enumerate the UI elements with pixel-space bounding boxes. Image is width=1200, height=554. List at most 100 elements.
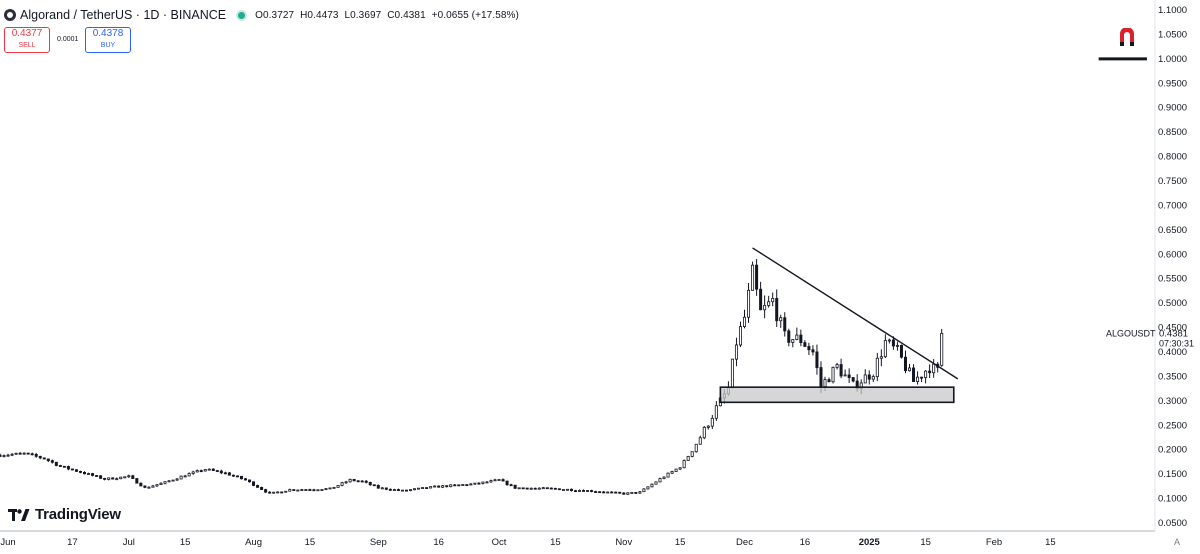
candle [598,491,602,494]
candle [179,475,183,480]
candle [187,472,191,477]
candle-body [119,476,123,480]
candle-body [453,484,457,487]
auto-scale-toggle[interactable]: A [1174,537,1181,547]
candle-body [525,487,529,490]
candle-body [332,486,336,489]
tradingview-logo[interactable]: TradingView [8,506,121,523]
y-tick-label: 0.8000 [1158,152,1187,163]
candle-body [811,349,815,353]
candle-body [839,364,843,377]
candle-body [312,489,316,492]
candle [54,461,58,467]
support-zone-rectangle[interactable] [719,386,955,404]
symbol-title[interactable]: Algorand / TetherUS · 1D · BINANCE [20,8,227,22]
candle [662,476,666,480]
candle [690,451,694,458]
candle-body [847,374,851,378]
candle [799,329,803,347]
candle-body [54,461,58,466]
candle-body [654,481,658,485]
candle-body [891,339,895,347]
candle [565,488,569,491]
candle-body [372,484,376,487]
candle [50,459,54,464]
candle [590,489,594,493]
candle-body [292,489,296,491]
magnet-icon[interactable] [1114,28,1140,52]
sell-button[interactable]: 0.4377 SELL [4,27,50,53]
candle-body [417,487,421,490]
candle [561,489,565,491]
candle-body [408,489,412,492]
descending-trendline[interactable] [752,247,959,380]
candle-body [231,474,235,477]
candle [284,490,288,493]
candle-body [779,317,783,322]
candle-body [87,473,91,475]
candle [384,487,388,491]
candle-body [831,366,835,383]
candle [714,401,718,421]
candle [843,369,847,377]
candle-body [376,484,380,489]
candle [26,452,30,455]
candle [811,345,815,356]
buy-button[interactable]: 0.4378 BUY [85,27,131,53]
candle-body [682,460,686,469]
candle-body [199,470,203,472]
candle [316,489,320,492]
candle [413,488,417,491]
candle-body [863,374,867,384]
x-tick-label: Feb [986,537,1002,548]
candle [827,377,831,383]
ohlc-low: L0.3697 [344,9,382,21]
candle-body [195,470,199,473]
candle [103,477,107,481]
candle [364,480,368,484]
candle [807,342,811,356]
candle-body [392,489,396,491]
candle [107,477,111,481]
candle [755,259,759,296]
candle-body [771,298,775,303]
candle [30,452,34,456]
candle-body [899,344,903,358]
sell-label: SELL [18,42,36,49]
candle [553,487,557,490]
candle [569,488,573,492]
candle [883,334,887,358]
x-tick-label: 15 [305,537,316,548]
candle [219,469,223,475]
candle-body [296,489,300,492]
candle-body [0,454,2,457]
candle [243,478,247,481]
candle-body [191,471,195,474]
candle [698,435,702,445]
x-axis[interactable]: Jun 17 Jul 15 Aug 15 Sep 16 Oct 15 Nov 15 Dec 16 2025 1… [0,537,1055,548]
y-axis[interactable]: 1.1000 1.0500 1.0000 0.9500 0.9000 0.8500 0.80… [1158,5,1187,529]
candle [533,487,537,490]
candle-body [517,487,521,490]
candle [437,485,441,488]
candle [606,491,610,494]
candle-body [203,469,207,472]
y-tick-label: 0.0500 [1158,518,1187,529]
candle-body [433,485,437,488]
candle [646,486,650,490]
candle-body [83,472,87,475]
candle [42,457,46,460]
candle [147,486,151,489]
market-status-icon[interactable] [238,11,246,19]
candle [215,469,219,472]
candle-body [239,475,243,480]
candle [734,337,738,367]
candle [863,369,867,384]
candle [151,484,155,488]
candle-body [425,487,429,489]
candle-body [380,487,384,490]
candle-body [658,478,662,483]
